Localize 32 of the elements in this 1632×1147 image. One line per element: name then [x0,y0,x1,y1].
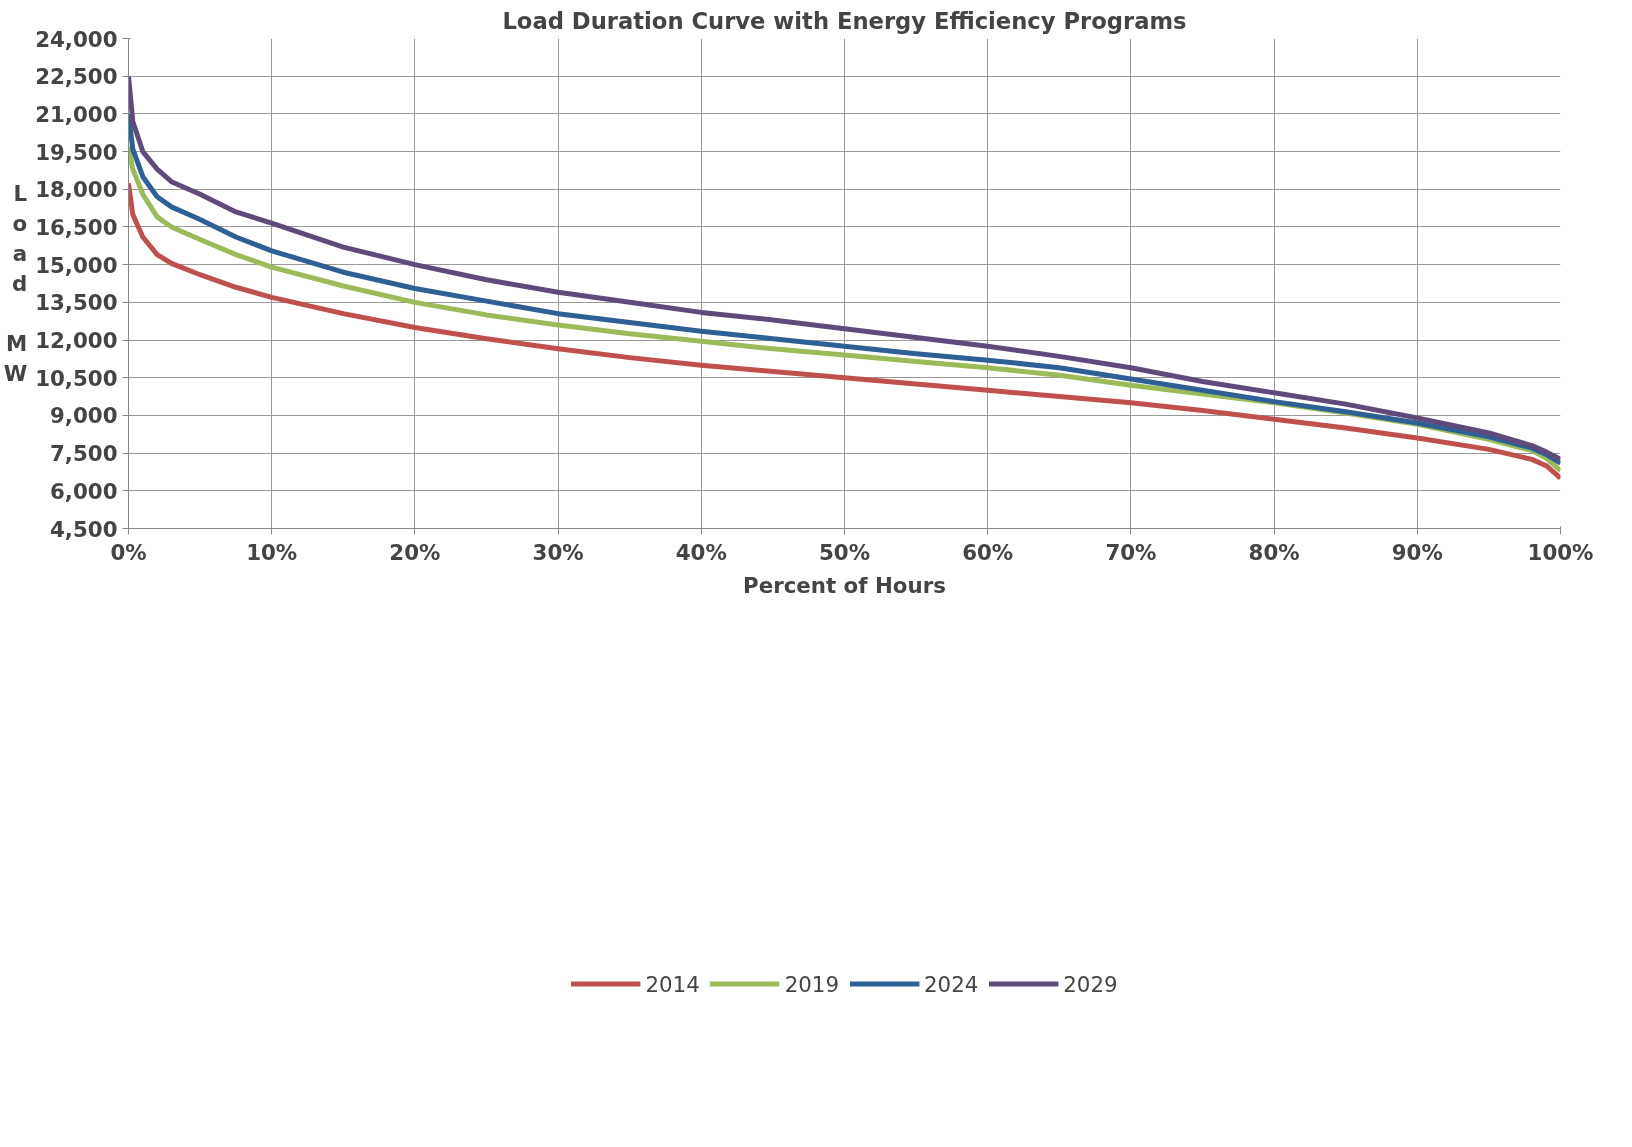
y-tick-label: 10,500 [35,365,118,391]
legend-label: 2014 [645,971,700,997]
y-tick-label: 22,500 [35,64,118,90]
x-tick-label: 20% [389,539,441,565]
legend-label: 2024 [924,971,979,997]
y-tick-label: 7,500 [50,441,118,467]
y-tick-label: 21,000 [35,101,118,127]
y-tick-label: 15,000 [35,252,118,278]
y-tick-label: 6,000 [50,478,118,504]
chart-title: Load Duration Curve with Energy Efficiency Programs [502,7,1187,34]
y-tick-label: 19,500 [35,139,118,165]
x-tick-label: 80% [1248,539,1300,565]
x-axis-title: Percent of Hours [743,572,946,598]
x-tick-label: 70% [1105,539,1157,565]
y-tick-label: 24,000 [35,26,118,52]
y-tick-label: 4,500 [50,516,118,542]
text: Load MW [3,181,28,386]
x-tick-label: 10% [246,539,298,565]
x-tick-label: 100% [1527,539,1594,565]
x-tick-label: 0% [110,539,147,565]
x-tick-label: 50% [818,539,871,565]
x-tick-label: 90% [1391,539,1443,565]
legend-label: 2019 [784,971,839,997]
legend-label: 2029 [1063,971,1118,997]
y-tick-label: 12,000 [35,328,118,354]
y-tick-label: 13,500 [35,290,118,316]
y-tick-label: 16,500 [35,214,118,240]
y-tick-label: 9,000 [50,403,118,429]
x-tick-label: 60% [962,539,1014,565]
x-tick-label: 30% [532,539,584,565]
y-tick-label: 18,000 [35,177,118,203]
x-tick-label: 40% [675,539,727,565]
